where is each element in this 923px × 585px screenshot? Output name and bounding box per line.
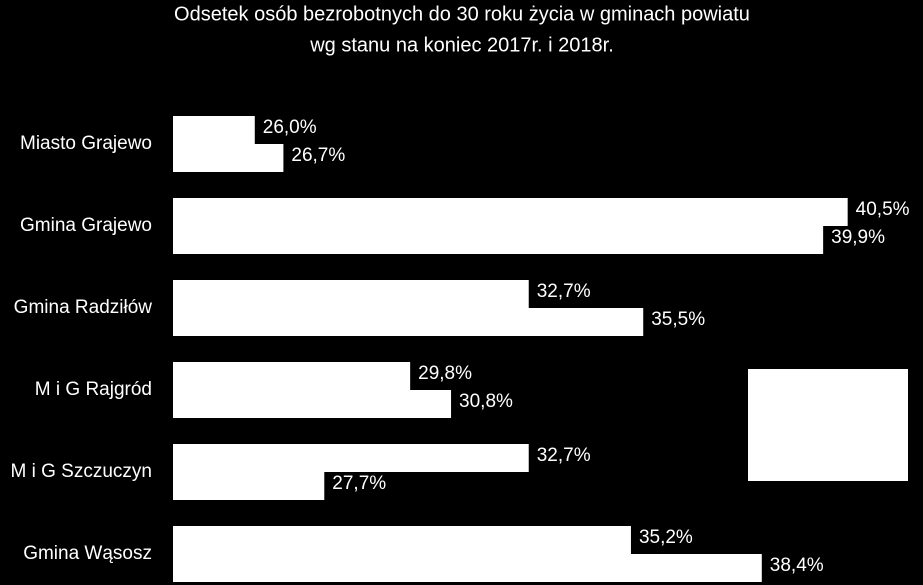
bar bbox=[173, 116, 255, 144]
value-label: 39,9% bbox=[831, 227, 885, 248]
category-label: Gmina Grajewo bbox=[20, 215, 152, 236]
value-label: 27,7% bbox=[332, 473, 386, 494]
bar bbox=[173, 362, 411, 390]
bar bbox=[173, 226, 824, 254]
value-label: 35,2% bbox=[639, 527, 693, 548]
legend-box bbox=[748, 369, 908, 481]
category-label: Gmina Radziłów bbox=[14, 297, 153, 318]
value-label: 26,7% bbox=[291, 145, 345, 166]
value-label: 26,0% bbox=[263, 117, 317, 138]
value-label: 29,8% bbox=[418, 363, 472, 384]
bar bbox=[173, 472, 325, 500]
bar bbox=[173, 526, 631, 554]
value-label: 30,8% bbox=[459, 391, 513, 412]
bar bbox=[173, 554, 762, 582]
value-label: 40,5% bbox=[856, 199, 910, 220]
category-label: Miasto Grajewo bbox=[20, 133, 152, 154]
value-label: 35,5% bbox=[651, 309, 705, 330]
bar bbox=[173, 198, 848, 226]
bar bbox=[173, 444, 529, 472]
chart-title: Odsetek osób bezrobotnych do 30 roku życ… bbox=[174, 3, 750, 25]
bar bbox=[173, 144, 284, 172]
chart-title: wg stanu na koniec 2017r. i 2018r. bbox=[309, 34, 614, 56]
bar bbox=[173, 280, 529, 308]
value-label: 38,4% bbox=[770, 555, 824, 576]
bar bbox=[173, 308, 644, 336]
category-label: M i G Szczuczyn bbox=[11, 461, 152, 482]
category-label: Gmina Wąsosz bbox=[23, 543, 152, 564]
value-label: 32,7% bbox=[537, 445, 591, 466]
bar bbox=[173, 390, 452, 418]
value-label: 32,7% bbox=[537, 281, 591, 302]
category-label: M i G Rajgród bbox=[35, 379, 152, 400]
